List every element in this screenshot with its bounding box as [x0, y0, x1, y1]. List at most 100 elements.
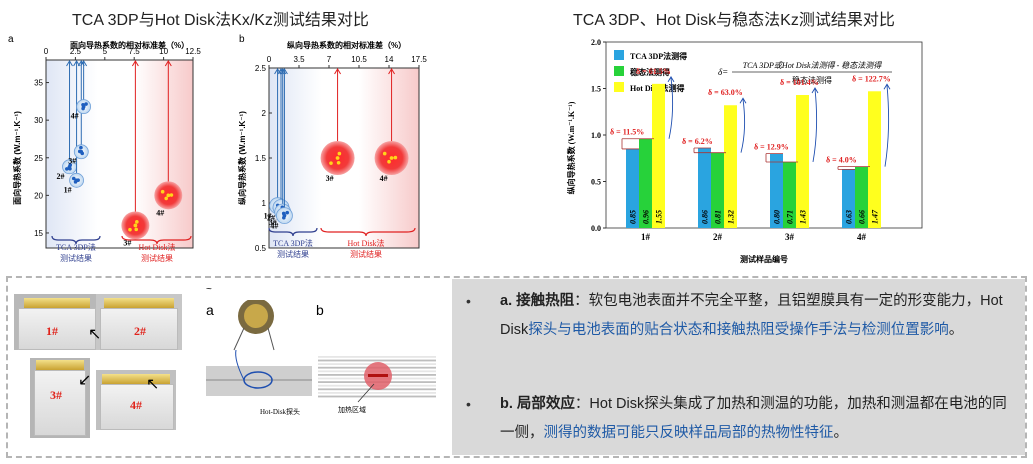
x-tick-label: 0	[44, 47, 49, 56]
cell-body	[18, 308, 96, 350]
legend-swatch	[614, 66, 624, 76]
layer-stripe	[318, 356, 436, 358]
legend-label: 稳态法测得	[630, 67, 670, 77]
tca-group-label-b: TCA 3DP法	[273, 238, 313, 248]
cell-number-2: 2#	[134, 324, 146, 338]
delta-label-hotdisk: δ = 61.5%	[636, 67, 671, 76]
formula-denominator: 稳态法测得	[792, 75, 832, 85]
bar-value-label: 0.86	[701, 210, 710, 224]
top-axis-label-b: 纵向导热系数的相对标准差（%）	[287, 40, 406, 50]
arrow-icon: ↖	[88, 326, 102, 343]
legend-swatch	[614, 82, 624, 92]
hotdisk-group-label-b: Hot Disk法	[347, 238, 384, 248]
x-tick-label: 10.5	[351, 55, 367, 64]
delta-arrow	[884, 85, 890, 167]
data-point	[71, 176, 76, 181]
pointer-arrow	[80, 60, 88, 67]
bar	[783, 161, 796, 228]
point-label: 2#	[267, 214, 275, 223]
x-tick-label: 7.5	[129, 47, 141, 56]
cell-photo-1: 1#	[14, 294, 100, 350]
arrow-icon: ↙	[78, 372, 92, 389]
probe-lines	[233, 327, 275, 351]
bottom-panel: 1# 2# ↖ 3# ↙ 4# ↖ a ~ Hot-Disk探头 b 加热区域	[6, 276, 1027, 458]
cell-number-1: 1#	[46, 324, 58, 338]
bar-value-label: 0.80	[773, 210, 782, 224]
data-point	[335, 156, 340, 160]
bar	[626, 148, 639, 228]
bar-y-tick-label: 0.5	[591, 178, 601, 187]
cell-tab	[102, 374, 170, 384]
bar	[842, 169, 855, 228]
x-tick-label: 12.5	[185, 47, 201, 56]
note-text: Hot Disk探头集成了加热和测温的功能，加热和测温都在电池的同一侧，	[500, 396, 1007, 441]
scatter-chart-a: a 面向导热系数的相对标准差（%） 面向导热系数 (W.m⁻¹.K⁻¹) 0 2.…	[8, 34, 201, 263]
cell-tab	[104, 298, 174, 308]
delta-label-hotdisk: δ = 122.7%	[852, 74, 891, 83]
formula-prefix: δ=	[718, 67, 728, 77]
heating-element	[368, 374, 388, 377]
bar-y-tick-label: 2.0	[591, 38, 601, 47]
layer-stripe	[318, 359, 436, 362]
hotdisk-group-label-a-2: 测试结果	[141, 253, 173, 263]
y-tick-label: 30	[34, 116, 43, 125]
data-point	[382, 151, 387, 156]
bar-x-axis-label: 测试样品编号	[740, 254, 788, 264]
y-tick-label: 1.5	[255, 154, 267, 163]
legend-swatch	[614, 50, 624, 60]
delta-arrow	[812, 88, 818, 163]
note-end: 。	[948, 322, 964, 338]
probe-label: Hot-Disk探头	[260, 407, 300, 416]
bar-category-label: 3#	[785, 232, 795, 242]
panel-label-a: a	[8, 34, 14, 45]
x-tick-label: 2.5	[70, 47, 82, 56]
delta-arrowhead	[811, 87, 819, 94]
bar-y-tick-label: 1.0	[591, 131, 601, 140]
plot-frame-a	[45, 59, 194, 249]
note-term: b. 局部效应	[500, 396, 575, 412]
delta-label-tca: δ = 6.2%	[682, 137, 713, 146]
schematic-label-b: b	[316, 302, 324, 318]
data-point	[84, 102, 88, 106]
bar-value-label: 0.85	[629, 210, 638, 224]
bar-value-label: 1.55	[655, 210, 664, 224]
bar-value-label: 0.71	[786, 210, 795, 224]
delta-arrow	[740, 99, 746, 153]
data-point	[329, 161, 333, 165]
data-point	[285, 210, 290, 215]
note-text: 软包电池表面并不完全平整，且铝塑膜具有一定的形变能力，Hot Disk	[500, 293, 1003, 338]
data-point	[336, 160, 341, 165]
data-point	[134, 227, 139, 232]
bar	[724, 105, 737, 228]
bar	[639, 138, 652, 228]
pointer-arrow	[388, 68, 395, 75]
cell-body	[100, 384, 174, 430]
x-tick-label: 14	[385, 55, 394, 64]
note-contact-resistance: a. 接触热阻：软包电池表面并不完全平整，且铝塑膜具有一定的形变能力，Hot D…	[500, 287, 1020, 345]
bar-category-label: 2#	[713, 232, 723, 242]
layer-stripe	[318, 392, 436, 394]
tilde-mark: ~	[206, 284, 212, 295]
tca-group-label-b-2: 测试结果	[277, 249, 309, 259]
y-tick-label: 20	[34, 191, 43, 200]
y-tick-label: 2.5	[255, 64, 267, 73]
hotdisk-bracket-a	[121, 235, 192, 245]
data-point	[160, 189, 165, 194]
point-label: 3#	[68, 157, 76, 166]
bar	[868, 91, 881, 228]
schematic-label-a: a	[206, 302, 214, 318]
bar-value-label: 1.32	[727, 210, 736, 224]
point-label: 2#	[57, 172, 65, 181]
point-label: 3#	[123, 238, 131, 247]
point-label: 4#	[71, 112, 79, 121]
cell-photo-4: 4#	[96, 370, 176, 430]
note-colon: ：	[574, 293, 589, 309]
probe-center	[244, 304, 268, 328]
bar	[855, 166, 868, 228]
hotdisk-group-label-b-2: 测试结果	[350, 249, 382, 259]
hotdisk-bracket-b	[320, 227, 416, 237]
delta-label-hotdisk: δ = 63.0%	[708, 88, 743, 97]
bar-value-label: 0.96	[642, 210, 651, 224]
bar	[770, 153, 783, 228]
bar	[698, 148, 711, 228]
